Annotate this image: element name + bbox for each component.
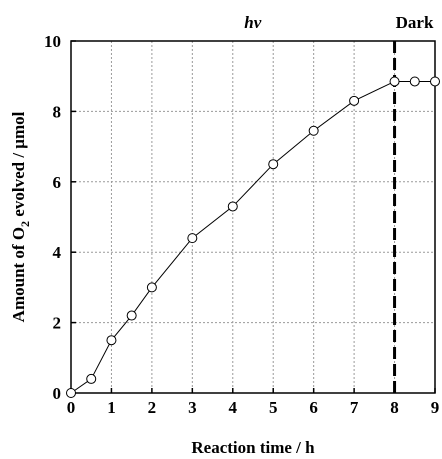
x-tick-label: 0	[67, 398, 76, 417]
x-tick-label: 4	[229, 398, 238, 417]
x-tick-label: 9	[431, 398, 440, 417]
y-tick-label: 6	[53, 173, 62, 192]
series-line	[70, 80, 435, 394]
data-point	[126, 310, 137, 321]
plot-frame	[70, 40, 436, 394]
data-point	[106, 335, 117, 346]
y-axis-title: Amount of O2 evolved / μmol	[9, 111, 32, 322]
data-point	[227, 201, 238, 212]
data-point	[409, 76, 420, 87]
y-tick-label: 4	[53, 243, 62, 262]
data-point	[308, 125, 319, 136]
data-point	[430, 76, 440, 87]
y-tick-label: 0	[53, 384, 62, 403]
x-tick-label: 1	[107, 398, 116, 417]
data-point	[268, 159, 279, 170]
light-label: hν	[244, 13, 261, 32]
tick-marks	[70, 40, 436, 394]
x-axis-title: Reaction time / h	[191, 438, 315, 457]
dark-label: Dark	[396, 13, 434, 32]
x-tick-label: 7	[350, 398, 359, 417]
y-axis-title-subscript: 2	[18, 221, 32, 227]
data-point	[389, 76, 400, 87]
data-point	[349, 95, 360, 106]
data-points	[66, 76, 440, 398]
x-tick-label: 2	[148, 398, 157, 417]
data-point	[86, 373, 97, 384]
x-tick-label: 5	[269, 398, 278, 417]
data-point	[146, 282, 157, 293]
y-tick-label: 8	[53, 102, 62, 121]
x-tick-label: 3	[188, 398, 197, 417]
tick-labels: 0 1 2 3 4 5 6 7 8 9 0 2 4 6 8 10	[44, 32, 439, 417]
x-tick-label: 8	[390, 398, 399, 417]
y-axis-title-part2: evolved / μmol	[9, 111, 28, 221]
y-axis-title-part1: Amount of O	[9, 227, 28, 322]
x-tick-label: 6	[309, 398, 318, 417]
data-point	[66, 388, 76, 398]
grid	[71, 41, 435, 393]
y-tick-label: 10	[44, 32, 61, 51]
y-tick-label: 2	[53, 314, 62, 333]
data-point	[187, 233, 198, 244]
